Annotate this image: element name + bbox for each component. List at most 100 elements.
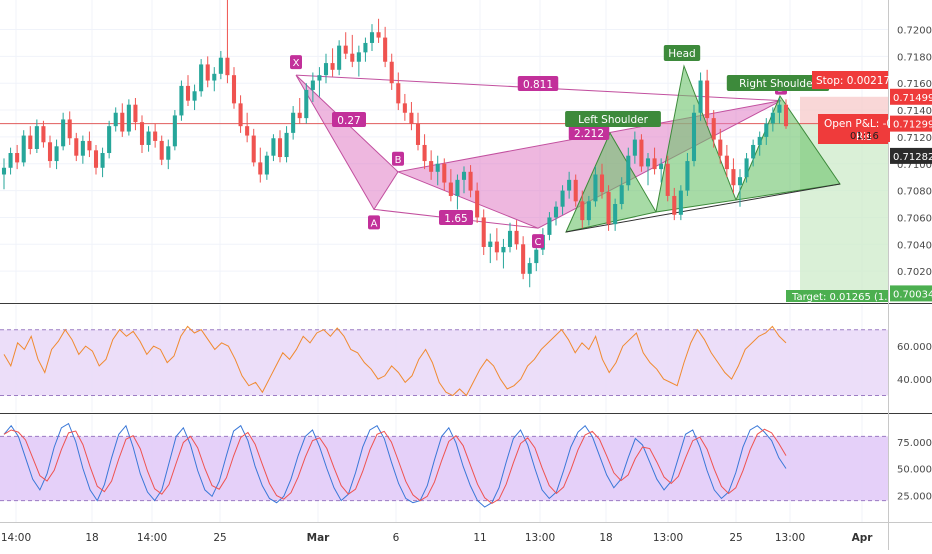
candle-body xyxy=(435,163,440,172)
candle-body xyxy=(231,75,237,104)
x-tick-label: 13:00 xyxy=(525,532,555,544)
candle-body xyxy=(619,185,624,205)
candle-body xyxy=(113,112,118,127)
candle-body xyxy=(691,112,697,162)
candle-body xyxy=(218,57,223,74)
candle-body xyxy=(264,155,269,175)
point-label: C xyxy=(535,237,542,248)
candle-body xyxy=(685,161,690,191)
pattern-point-a: A xyxy=(368,215,380,230)
ratio-text: 0.27 xyxy=(337,115,360,127)
candle-body xyxy=(396,83,401,104)
timer-bg xyxy=(872,128,890,142)
candle-body xyxy=(698,80,703,113)
x-tick-label: 18 xyxy=(85,532,98,544)
candle-body xyxy=(153,131,158,141)
candle-body xyxy=(514,230,519,245)
candle-body xyxy=(172,115,177,147)
candle-body xyxy=(21,135,26,163)
hs-label: Right Shoulder xyxy=(726,75,830,91)
candle-body xyxy=(481,217,486,247)
candle-body xyxy=(645,158,651,167)
price-tag-text: 0.70034 xyxy=(893,289,932,300)
price-tag-bg xyxy=(890,147,932,164)
stoch-band xyxy=(0,436,888,501)
target-text: Target: 0.01265 (1. xyxy=(791,292,887,303)
stoch-d-line xyxy=(3,428,787,505)
hs-text: Left Shoulder xyxy=(578,114,649,126)
candle-body xyxy=(15,153,20,163)
candle-body xyxy=(783,104,789,127)
candle-body xyxy=(737,177,743,186)
ratio-badge xyxy=(568,125,610,140)
hs-text: Head xyxy=(668,48,695,60)
candle-body xyxy=(139,122,145,145)
candle-body xyxy=(185,85,191,101)
candle-body xyxy=(8,153,13,168)
candle-body xyxy=(304,89,309,119)
price-tag-text: 0.71282 xyxy=(893,152,932,163)
candle-body xyxy=(718,139,723,156)
stop-badge xyxy=(812,71,888,89)
candle-body xyxy=(225,57,230,76)
target-label: Target: 0.01265 (1. xyxy=(786,290,888,303)
candle-body xyxy=(159,140,164,160)
price-tag: 0.71299 xyxy=(890,115,932,132)
pattern-point-x: X xyxy=(290,55,302,70)
candle-body xyxy=(534,249,539,264)
price-tag-text: 0.71299 xyxy=(893,120,932,131)
hs-badge xyxy=(565,111,661,127)
candle-body xyxy=(777,104,782,113)
candle-body xyxy=(1,167,7,175)
candle-body xyxy=(47,142,53,162)
price-tag-bg xyxy=(890,115,932,132)
candle-body xyxy=(455,179,460,196)
ratio-label: 2.212 xyxy=(568,125,610,140)
candle-body xyxy=(74,138,79,156)
candle-body xyxy=(323,63,329,76)
point-badge xyxy=(392,151,404,166)
candle-body xyxy=(613,204,618,225)
candle-body xyxy=(258,162,263,175)
candle-body xyxy=(475,190,480,218)
candle-body xyxy=(632,139,637,156)
candle-body xyxy=(245,126,250,136)
candle-body xyxy=(179,85,184,116)
candle-body xyxy=(271,138,276,156)
stoch-tick-label: 25.0000 xyxy=(897,491,932,502)
candle-body xyxy=(277,138,283,158)
x-tick-label: 11 xyxy=(473,532,486,544)
candle-body xyxy=(343,45,348,54)
hs-label: Head xyxy=(663,45,701,61)
x-tick-label: Mar xyxy=(307,532,331,544)
candle-body xyxy=(54,146,59,162)
stoch-tick-label: 75.0000 xyxy=(897,438,932,449)
candle-body xyxy=(120,112,125,132)
candle-body xyxy=(731,169,736,186)
candle-body xyxy=(488,241,493,247)
right-shoulder-area xyxy=(735,94,841,201)
candle-body xyxy=(383,37,388,62)
ratio-badge xyxy=(517,76,559,91)
candle-body xyxy=(337,45,342,70)
ratio-text: 1.65 xyxy=(444,213,467,225)
candle-body xyxy=(291,112,296,133)
stoch-tick-label: 50.0000 xyxy=(897,465,932,476)
candle-body xyxy=(672,195,677,215)
pattern-point-c: C xyxy=(532,234,544,249)
candle-body xyxy=(199,64,204,92)
hs-text: Right Shoulder xyxy=(739,78,817,90)
candle-body xyxy=(87,140,92,151)
stop-label: Stop: 0.00217 xyxy=(812,71,890,89)
candle-body xyxy=(146,131,151,145)
candle-body xyxy=(409,112,414,124)
x-tick-label: 25 xyxy=(729,532,742,544)
price-tag-bg xyxy=(890,285,932,302)
candle-body xyxy=(363,42,368,53)
candle-body xyxy=(770,112,775,124)
candle-body xyxy=(422,144,427,162)
